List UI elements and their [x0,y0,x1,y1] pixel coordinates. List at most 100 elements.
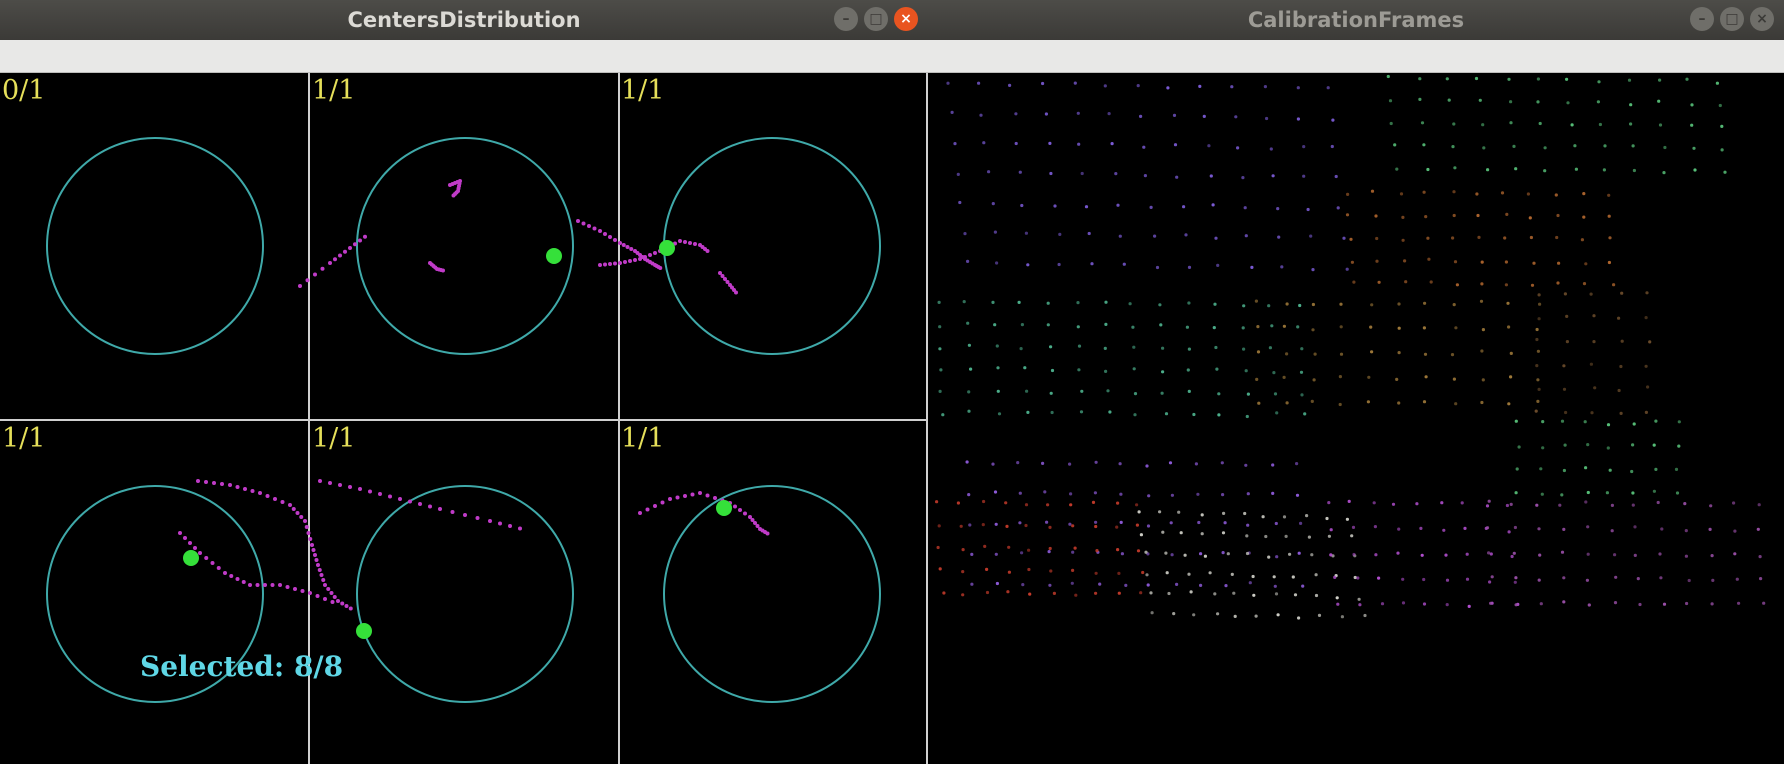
calibration-dot [1475,192,1479,196]
calibration-dot [1370,189,1375,193]
close-button[interactable]: × [894,7,918,31]
calibration-dot [1367,375,1371,379]
calibration-dot [1596,100,1600,104]
calibration-dot [1048,583,1052,587]
trail-point [303,519,307,523]
calibration-dot [938,347,942,351]
calibration-dot [1232,591,1236,595]
calibration-dot [1311,302,1315,307]
calibration-dot [1485,526,1490,530]
calibration-dot [1535,337,1539,342]
calibration-dot [1170,493,1174,497]
target-circle [356,137,574,355]
calibration-dot [1460,501,1464,505]
calibration-dot [1422,602,1427,606]
calibration-dot [1445,603,1449,607]
calibration-dot [1422,577,1426,582]
calibration-dot [1487,551,1491,555]
trail-point [295,511,300,515]
trail-point [388,494,392,499]
trail-point [317,568,322,572]
calibration-dot [1146,524,1151,528]
calibration-dot [1048,546,1052,551]
calibration-dot [1175,175,1179,179]
trail-point [363,234,367,239]
calibration-dot [1248,581,1252,585]
window-controls: – □ × [834,7,918,31]
calibration-dot [1630,469,1634,474]
calibration-dot [1311,328,1315,332]
calibration-dot [1452,303,1456,307]
trail-point [451,193,456,198]
trail-point [668,497,672,501]
calibration-dot [1539,467,1543,471]
trail-point [235,577,240,581]
calibration-dot [1046,323,1050,327]
maximize-button[interactable]: □ [1720,7,1744,31]
calibration-dot [1587,603,1591,607]
calibration-dot [1646,385,1650,389]
trail-point [613,261,617,266]
calibration-dot [1363,613,1367,618]
calibration-dot [1450,353,1455,357]
calibration-dot [1370,303,1374,307]
calibration-dot [1172,612,1176,616]
calibration-dot [1187,265,1192,269]
calibration-dot [938,389,942,393]
calibration-dot [1537,293,1541,297]
calibration-dot [1583,420,1587,424]
trail-point [725,280,730,284]
calibration-dot [1215,367,1219,371]
calibration-dot [1280,265,1284,269]
calibration-dot [1107,112,1111,116]
calibration-dot [1213,592,1217,596]
calibration-dot [936,545,940,550]
calibration-dot [1638,602,1642,607]
calibration-dot [1397,326,1401,330]
calibration-dot [1685,77,1689,81]
calibration-dot [1757,503,1761,507]
calibration-dot [1582,192,1586,196]
trail-point [196,479,200,483]
maximize-button[interactable]: □ [864,7,888,31]
close-button[interactable]: × [1750,7,1774,31]
calibration-dot [1377,576,1381,580]
calibration-dot [1762,601,1766,605]
calibration-dot [1517,445,1521,449]
calibration-dot [1285,352,1289,356]
calibration-dot [1226,552,1230,556]
calibration-dot [958,200,962,205]
calibration-dot [1476,213,1480,218]
calibration-dot [1554,193,1558,197]
calibration-dot [995,261,999,265]
calibration-dot [1500,191,1505,195]
minimize-button[interactable]: – [834,7,858,31]
calibration-dot [1629,122,1633,126]
calibration-dot [1541,420,1545,424]
calibration-dot [970,552,974,556]
calibration-dot [1269,147,1273,151]
calibration-dot [1607,260,1611,265]
calibration-dot [1447,98,1451,102]
trail-point [755,524,760,528]
calibration-dot [1300,347,1304,351]
calibration-dot [1445,578,1450,582]
calibration-dot [1070,581,1074,585]
trail-point [734,290,738,295]
titlebar-left[interactable]: CentersDistribution – □ × [0,0,928,40]
titlebar-right[interactable]: CalibrationFrames – □ × [928,0,1784,40]
minimize-button[interactable]: – [1690,7,1714,31]
calibration-dot [1541,446,1545,450]
calibration-dot [1301,584,1305,588]
calibration-dot [1711,578,1715,582]
calibration-dot [1684,554,1688,558]
calibration-dot [1619,364,1623,369]
trail-point [628,259,632,263]
calibration-dot [1537,387,1541,391]
trail-point [475,516,480,520]
calibration-dot [1017,300,1021,304]
calibration-dot [1339,352,1344,356]
calibration-dot [1452,122,1456,126]
calibration-dot [996,366,1000,370]
trail-point [592,226,597,231]
